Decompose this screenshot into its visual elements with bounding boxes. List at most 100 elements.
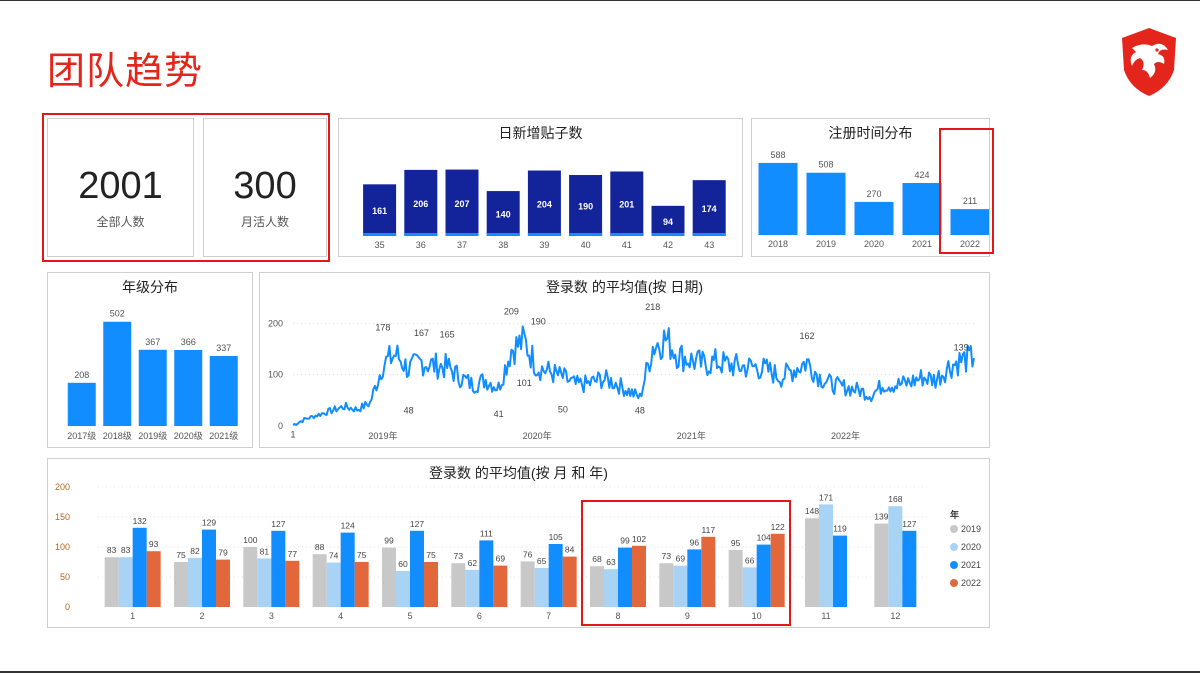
register-time-value-label: 211: [963, 196, 977, 206]
daily-posts-x-tick: 37: [457, 240, 467, 250]
login-daily-title: 登录数 的平均值(按 日期): [545, 279, 704, 295]
login-daily-annotation: 162: [799, 331, 814, 341]
login-monthly-value-label: 132: [133, 516, 147, 526]
daily-posts-bar-base: [692, 233, 726, 236]
login-monthly-value-label: 119: [833, 524, 847, 534]
login-monthly-bar: [819, 504, 833, 607]
login-monthly-bar: [465, 569, 480, 607]
login-daily-y-tick: 0: [278, 421, 283, 431]
login-monthly-value-label: 127: [271, 519, 285, 529]
login-monthly-value-label: 63: [606, 557, 616, 567]
daily-posts-bar: [445, 169, 479, 236]
login-monthly-value-label: 148: [805, 506, 819, 516]
register-time-value-label: 424: [914, 170, 929, 180]
login-monthly-value-label: 65: [537, 556, 547, 566]
login-monthly-value-label: 75: [176, 550, 186, 560]
login-monthly-value-label: 168: [888, 494, 902, 504]
grade-value-label: 502: [110, 309, 125, 319]
daily-posts-x-tick: 38: [498, 240, 508, 250]
daily-posts-value-label: 206: [413, 199, 428, 209]
register-time-x-tick: 2022: [960, 239, 980, 249]
daily-posts-chart: 161 35 206 36 207 37 140 38 204 39 190 40 201 41 94 42 1…: [363, 169, 726, 250]
login-monthly-title: 登录数 的平均值(按 月 和 年): [429, 465, 608, 481]
register-time-chart: 588 2018 508 2019 270 2020 424 2021 211 2022: [758, 150, 989, 249]
register-time-bar: [758, 162, 798, 235]
login-monthly-value-label: 83: [107, 545, 117, 555]
daily-posts-value-label: 94: [663, 217, 673, 227]
grade-x-tick: 2017级: [67, 430, 96, 441]
login-monthly-bar: [604, 569, 618, 607]
login-monthly-value-label: 83: [121, 545, 131, 555]
login-monthly-bar: [326, 562, 341, 607]
login-monthly-legend-label: 2019: [961, 524, 981, 534]
login-monthly-value-label: 73: [454, 551, 464, 561]
register-time-value-label: 508: [818, 160, 833, 170]
login-monthly-bar: [312, 554, 327, 607]
daily-posts-bar-base: [527, 233, 561, 236]
login-monthly-bar: [687, 549, 702, 607]
login-monthly-bar: [728, 550, 743, 607]
login-monthly-bar: [118, 557, 133, 607]
login-monthly-value-label: 93: [149, 539, 159, 549]
login-daily-annotation: 139: [954, 343, 969, 353]
grade-x-tick: 2019级: [138, 430, 167, 441]
daily-posts-bar: [692, 180, 726, 236]
daily-posts-value-label: 140: [496, 210, 511, 220]
login-monthly-value-label: 102: [632, 534, 646, 544]
bottom-border: [0, 671, 1200, 673]
login-monthly-value-label: 139: [874, 512, 888, 522]
daily-posts-x-tick: 42: [663, 240, 673, 250]
login-monthly-bar: [590, 566, 604, 607]
daily-posts-bar-base: [651, 233, 685, 236]
login-monthly-bar: [271, 530, 286, 607]
daily-posts-value-label: 201: [619, 200, 634, 210]
login-monthly-bar: [216, 559, 230, 607]
login-monthly-panel: 登录数 的平均值(按 月 和 年) 0 50 100 150 200 83 83 132 93 1…: [47, 458, 990, 628]
login-monthly-bar: [451, 563, 466, 607]
kpi-card-total: 2001 全部人数: [47, 118, 194, 257]
login-monthly-bar: [520, 561, 535, 607]
daily-posts-x-tick: 35: [375, 240, 385, 250]
register-time-title: 注册时间分布: [828, 125, 913, 141]
login-monthly-legend-label: 2022: [961, 578, 981, 588]
daily-posts-bar-base: [445, 233, 479, 236]
login-monthly-value-label: 69: [676, 554, 686, 564]
grade-value-label: 208: [74, 370, 89, 380]
login-monthly-x-tick: 6: [477, 611, 482, 621]
login-monthly-legend-swatch: [950, 525, 958, 533]
login-monthly-x-tick: 10: [752, 611, 762, 621]
login-monthly-value-label: 74: [329, 551, 339, 561]
login-monthly-bar: [104, 557, 119, 607]
grade-x-tick: 2018级: [103, 430, 132, 441]
login-monthly-bar: [146, 551, 161, 607]
login-monthly-bar: [243, 547, 258, 607]
login-monthly-legend-label: 2020: [961, 542, 981, 552]
login-monthly-bar: [410, 530, 424, 607]
login-monthly-bar: [632, 545, 646, 607]
login-daily-x-tick: 2020年: [523, 430, 552, 441]
register-time-x-tick: 2018: [768, 239, 788, 249]
page-title: 团队趋势: [47, 51, 204, 93]
login-monthly-bar: [888, 506, 903, 607]
login-monthly-x-tick: 8: [615, 611, 620, 621]
login-monthly-value-label: 75: [357, 550, 367, 560]
login-monthly-y-tick: 50: [60, 572, 70, 582]
register-time-bar: [902, 183, 942, 235]
login-daily-annotation: 178: [375, 323, 390, 333]
login-monthly-x-tick: 4: [338, 611, 343, 621]
login-monthly-value-label: 69: [496, 554, 506, 564]
login-daily-annotation: 48: [635, 405, 645, 415]
daily-posts-bar: [486, 191, 520, 236]
login-monthly-bar: [618, 547, 632, 607]
login-monthly-value-label: 95: [731, 538, 741, 548]
login-monthly-bar: [562, 556, 577, 607]
grade-chart: 208 2017级 502 2018级 367 2019级 366 2020级 337 2021级: [67, 309, 238, 441]
grade-title: 年级分布: [122, 279, 178, 295]
login-monthly-bar: [340, 532, 355, 607]
daily-posts-bar: [527, 170, 561, 236]
register-time-bar: [854, 201, 894, 235]
grade-x-tick: 2020级: [174, 430, 203, 441]
login-monthly-x-tick: 11: [821, 611, 830, 621]
login-monthly-y-tick: 100: [55, 542, 70, 552]
